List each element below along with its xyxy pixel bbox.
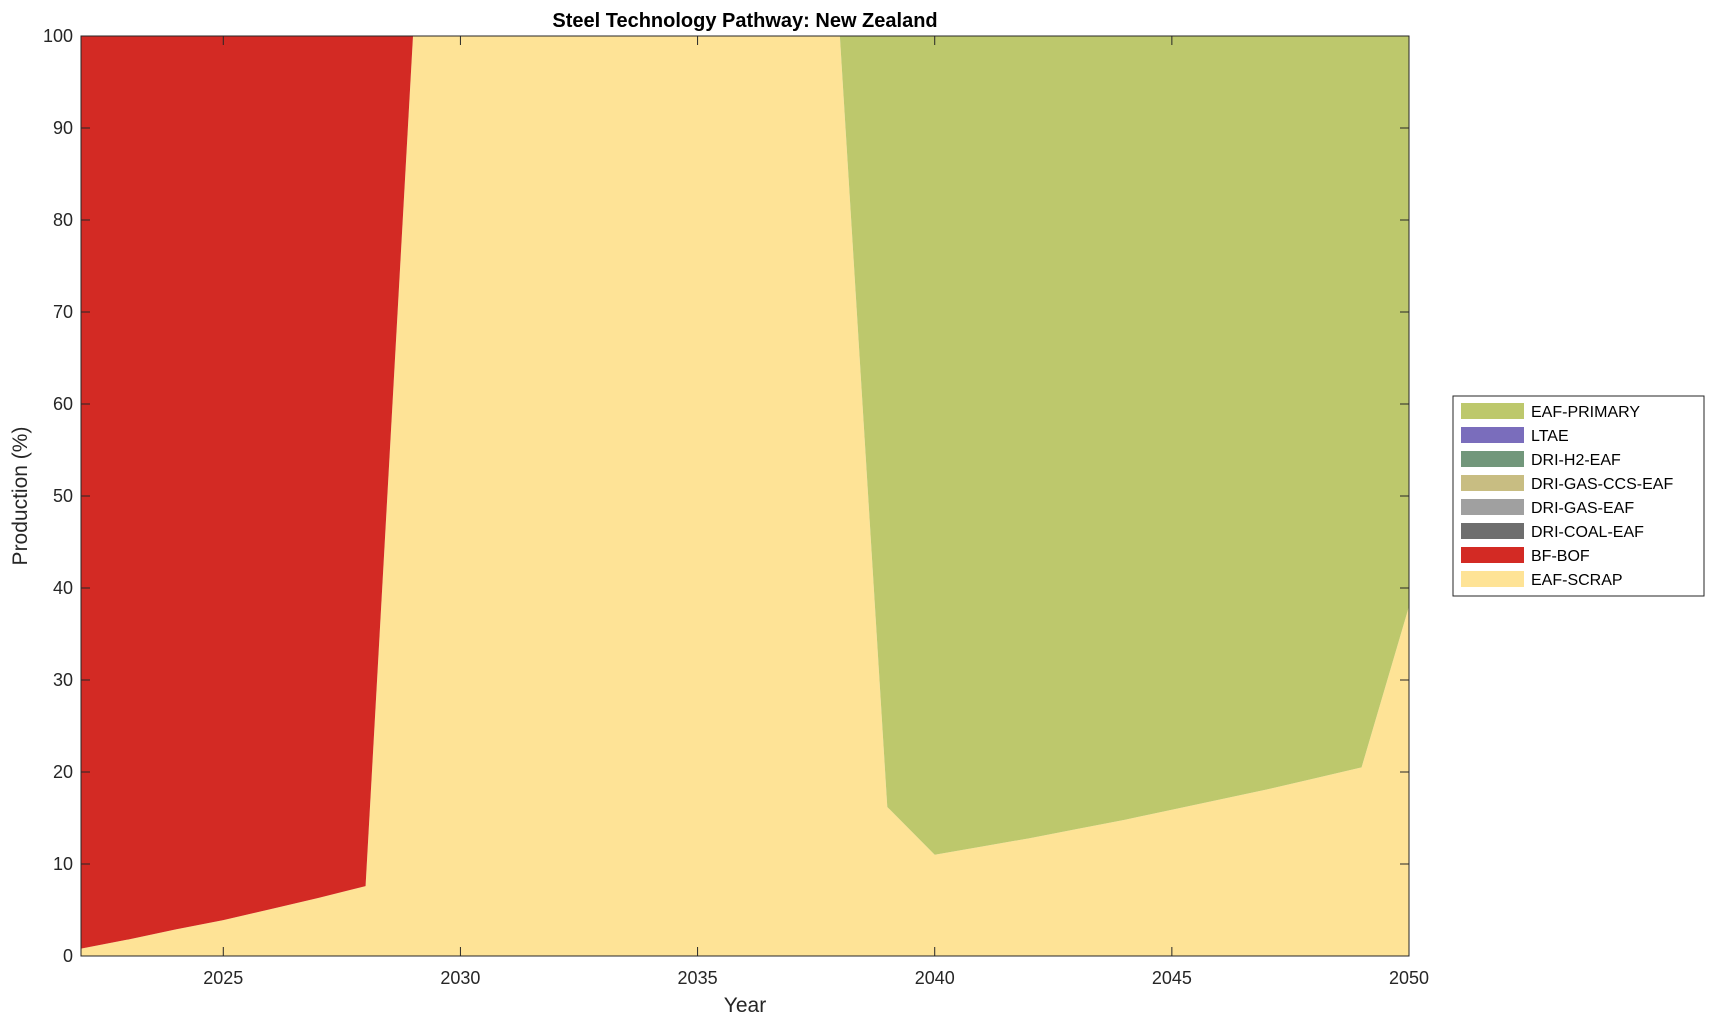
x-tick-label: 2050 bbox=[1389, 968, 1429, 988]
legend-swatch bbox=[1461, 523, 1524, 539]
legend-swatch bbox=[1461, 571, 1524, 587]
legend-item: EAF-SCRAP bbox=[1461, 571, 1623, 589]
legend-item: DRI-H2-EAF bbox=[1461, 451, 1621, 469]
x-tick-label: 2025 bbox=[203, 968, 243, 988]
y-tick-label: 30 bbox=[53, 670, 73, 690]
legend-swatch bbox=[1461, 451, 1524, 467]
legend-swatch bbox=[1461, 499, 1524, 515]
y-tick-label: 10 bbox=[53, 854, 73, 874]
y-axis-label: Production (%) bbox=[9, 427, 32, 566]
chart-title: Steel Technology Pathway: New Zealand bbox=[552, 10, 937, 32]
legend-item: DRI-COAL-EAF bbox=[1461, 523, 1644, 541]
y-tick-label: 50 bbox=[53, 486, 73, 506]
legend-label: BF-BOF bbox=[1531, 548, 1590, 565]
legend-item: LTAE bbox=[1461, 427, 1569, 445]
y-tick-label: 40 bbox=[53, 578, 73, 598]
area-series-eaf-primary bbox=[81, 36, 1409, 855]
legend-swatch bbox=[1461, 403, 1524, 419]
legend-label: DRI-H2-EAF bbox=[1531, 452, 1621, 469]
legend-item: EAF-PRIMARY bbox=[1461, 403, 1640, 421]
x-tick-label: 2030 bbox=[440, 968, 480, 988]
legend-item: DRI-GAS-CCS-EAF bbox=[1461, 475, 1673, 493]
y-tick-label: 80 bbox=[53, 210, 73, 230]
legend-label: DRI-COAL-EAF bbox=[1531, 524, 1644, 541]
area-series-eaf-scrap bbox=[81, 36, 1409, 956]
legend-box bbox=[1452, 395, 1705, 597]
y-tick-label: 70 bbox=[53, 302, 73, 322]
legend-swatch bbox=[1461, 547, 1524, 563]
x-tick-label: 2045 bbox=[1152, 968, 1192, 988]
axis-ticks: 2025 2030 2035 2040 2045 20500102030405060708… bbox=[43, 26, 1429, 988]
y-tick-label: 100 bbox=[43, 26, 73, 46]
y-tick-label: 0 bbox=[63, 946, 73, 966]
legend-swatch bbox=[1461, 475, 1524, 491]
legend-item: DRI-GAS-EAF bbox=[1461, 499, 1634, 517]
x-tick-label: 2035 bbox=[678, 968, 718, 988]
area-series-bf-bof bbox=[81, 36, 1409, 949]
legend-label: EAF-PRIMARY bbox=[1531, 404, 1640, 421]
y-tick-label: 20 bbox=[53, 762, 73, 782]
x-axis-label: Year bbox=[724, 994, 766, 1017]
y-tick-label: 60 bbox=[53, 394, 73, 414]
y-tick-label: 90 bbox=[53, 118, 73, 138]
legend-item: BF-BOF bbox=[1461, 547, 1590, 565]
legend-label: LTAE bbox=[1531, 428, 1569, 445]
area-layers bbox=[81, 36, 1409, 956]
x-tick-label: 2040 bbox=[915, 968, 955, 988]
legend: EAF-PRIMARY LTAE DRI-H2-EAF DRI-GAS-CCS-EAF… bbox=[1452, 395, 1705, 597]
legend-label: DRI-GAS-CCS-EAF bbox=[1531, 476, 1673, 493]
legend-swatch bbox=[1461, 427, 1524, 443]
legend-label: EAF-SCRAP bbox=[1531, 572, 1623, 589]
legend-label: DRI-GAS-EAF bbox=[1531, 500, 1634, 517]
